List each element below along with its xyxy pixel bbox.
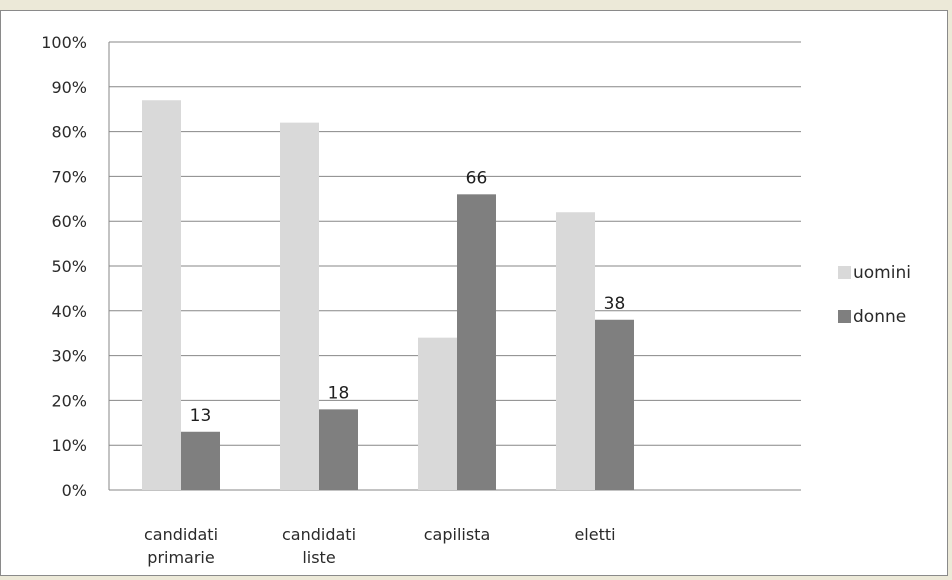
legend-label-donne: donne: [853, 307, 906, 327]
data-label-donne-2: 66: [466, 168, 488, 188]
x-category-label: candidati liste: [282, 525, 356, 567]
bar-chart: 0% 10% 20% 30% 40% 50% 60% 70% 80% 90% 100% 13 18 66…: [41, 33, 911, 567]
y-tick-label: 70%: [51, 167, 87, 186]
gridlines: [108, 41, 801, 491]
bars: [142, 100, 634, 491]
y-axis-ticks: 0% 10% 20% 30% 40% 50% 60% 70% 80% 90% 100%: [41, 33, 87, 500]
x-category-label: candidati primarie: [144, 525, 218, 567]
y-tick-label: 100%: [41, 33, 87, 52]
bar-uomini-3: [556, 212, 595, 491]
y-tick-label: 60%: [51, 212, 87, 231]
legend: uomini donne: [838, 263, 911, 327]
x-axis-categories: candidati primarie candidati liste capilista…: [144, 525, 616, 567]
y-tick-label: 50%: [51, 257, 87, 276]
bar-donne-3: [595, 319, 634, 490]
data-label-donne-1: 18: [328, 383, 350, 403]
y-tick-label: 80%: [51, 123, 87, 142]
y-tick-label: 0%: [62, 481, 87, 500]
y-tick-label: 40%: [51, 302, 87, 321]
bar-donne-2: [457, 194, 496, 490]
bar-uomini-1: [280, 122, 319, 490]
x-category-label: eletti: [574, 525, 615, 544]
data-labels: 13 18 66 38: [190, 168, 626, 425]
chart-frame: 0% 10% 20% 30% 40% 50% 60% 70% 80% 90% 100% 13 18 66…: [0, 10, 948, 576]
legend-swatch-donne: [838, 310, 851, 323]
bar-uomini-2: [418, 337, 457, 490]
bar-uomini-0: [142, 100, 181, 491]
bar-donne-0: [181, 431, 220, 490]
y-tick-label: 90%: [51, 78, 87, 97]
data-label-donne-0: 13: [190, 406, 212, 426]
y-tick-label: 10%: [51, 436, 87, 455]
legend-swatch-uomini: [838, 266, 851, 279]
x-category-label: capilista: [424, 525, 491, 544]
bar-donne-1: [319, 409, 358, 490]
y-tick-label: 20%: [51, 391, 87, 410]
data-label-donne-3: 38: [604, 294, 626, 314]
legend-label-uomini: uomini: [853, 263, 911, 283]
y-tick-label: 30%: [51, 347, 87, 366]
